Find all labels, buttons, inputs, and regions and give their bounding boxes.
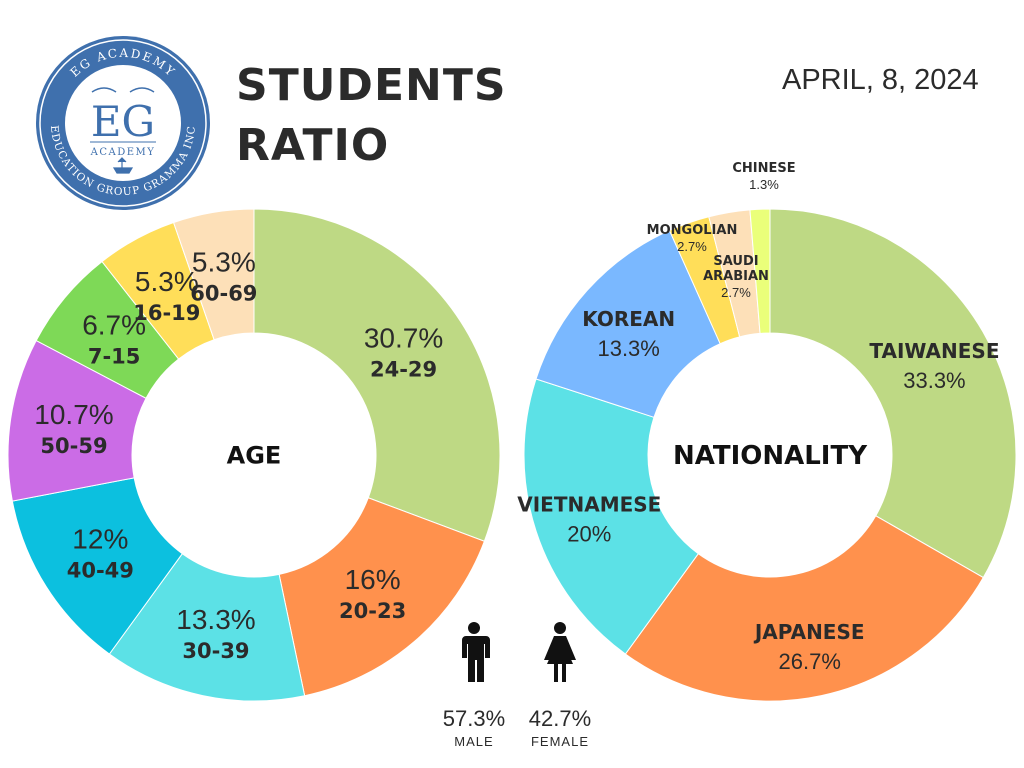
slice-category: 60-69 (190, 282, 257, 306)
logo-monogram: EG (91, 97, 155, 146)
eg-academy-logo: EG ACADEMY EDUCATION GROUP GRAMMA INC EG… (36, 36, 210, 210)
slice-category: VIETNAMESE (517, 493, 661, 517)
slice-category: TAIWANESE (869, 339, 999, 363)
page-title: STUDENTS RATIO (236, 56, 507, 176)
slice-category: ARABIAN (703, 269, 769, 284)
slice-percent: 30.7% (364, 322, 443, 353)
slice-percent: 5.3% (192, 247, 256, 278)
slice-taiwanese (769, 208, 1017, 579)
slice-percent: 10.7% (34, 399, 113, 430)
slice-percent: 2.7% (677, 239, 707, 254)
report-date: APRIL, 8, 2024 (782, 64, 979, 96)
title-line-2: RATIO (236, 120, 390, 171)
slice-24-29 (253, 208, 501, 542)
female-percent: 42.7% (528, 706, 592, 731)
slice-percent: 13.3% (597, 336, 659, 361)
label-20-23: 16% 20-23 (339, 564, 406, 623)
label-30-39: 13.3% 30-39 (176, 604, 255, 663)
slice-category: 30-39 (182, 639, 249, 663)
male-figure-icon (462, 622, 490, 682)
slice-category: JAPANESE (753, 620, 865, 644)
male-percent: 57.3% (442, 706, 506, 731)
slice-percent: 12% (72, 524, 128, 555)
slice-percent: 2.7% (721, 285, 751, 300)
slice-category: 40-49 (67, 559, 134, 583)
slice-category: KOREAN (582, 307, 675, 331)
slice-category: 16-19 (133, 301, 200, 325)
female-label: FEMALE (530, 734, 589, 749)
label-16-19: 5.3% 16-19 (133, 266, 200, 325)
logo-sub: ACADEMY (90, 147, 156, 158)
label-50-59: 10.7% 50-59 (34, 399, 113, 458)
label-taiwanese: TAIWANESE 33.3% (869, 339, 999, 393)
slice-percent: 1.3% (749, 177, 779, 192)
label-60-69: 5.3% 60-69 (190, 247, 257, 306)
slice-40-49 (11, 477, 183, 655)
slice-20-23 (278, 497, 486, 697)
title-line-1: STUDENTS (236, 60, 507, 111)
slice-60-69 (172, 208, 255, 341)
slice-japanese (624, 515, 984, 702)
label-korean: KOREAN 13.3% (582, 307, 675, 361)
slice-vietnamese (523, 378, 699, 655)
slice-chinese (749, 208, 771, 334)
ship-icon (112, 157, 134, 174)
slice-percent: 5.3% (135, 266, 199, 297)
gender-male: 57.3% MALE (434, 622, 514, 749)
slice-category: CHINESE (732, 161, 795, 176)
label-24-29: 30.7% 24-29 (364, 322, 443, 381)
slice-category: 50-59 (40, 434, 107, 458)
slice-category: SAUDI (713, 254, 758, 269)
label-7-15: 6.7% 7-15 (82, 310, 146, 369)
female-figure-icon (544, 622, 576, 682)
slice-category: 7-15 (88, 345, 141, 369)
slice-category: MONGOLIAN (647, 223, 738, 238)
slice-percent: 26.7% (779, 649, 841, 674)
center-label: AGE (227, 441, 282, 469)
slice-percent: 20% (567, 522, 611, 547)
slice-percent: 13.3% (176, 604, 255, 635)
slice-percent: 33.3% (903, 368, 965, 393)
label-vietnamese: VIETNAMESE 20% (517, 493, 661, 547)
slice-category: 24-29 (370, 357, 437, 381)
male-label: MALE (454, 734, 494, 749)
slice-category: 20-23 (339, 599, 406, 623)
label-japanese: JAPANESE 26.7% (753, 620, 865, 674)
slice-percent: 16% (345, 564, 401, 595)
logo-ornament-icon (91, 87, 155, 93)
slice-percent: 6.7% (82, 310, 146, 341)
center-label: NATIONALITY (673, 441, 868, 471)
label-40-49: 12% 40-49 (67, 524, 134, 583)
gender-female: 42.7% FEMALE (520, 622, 600, 749)
